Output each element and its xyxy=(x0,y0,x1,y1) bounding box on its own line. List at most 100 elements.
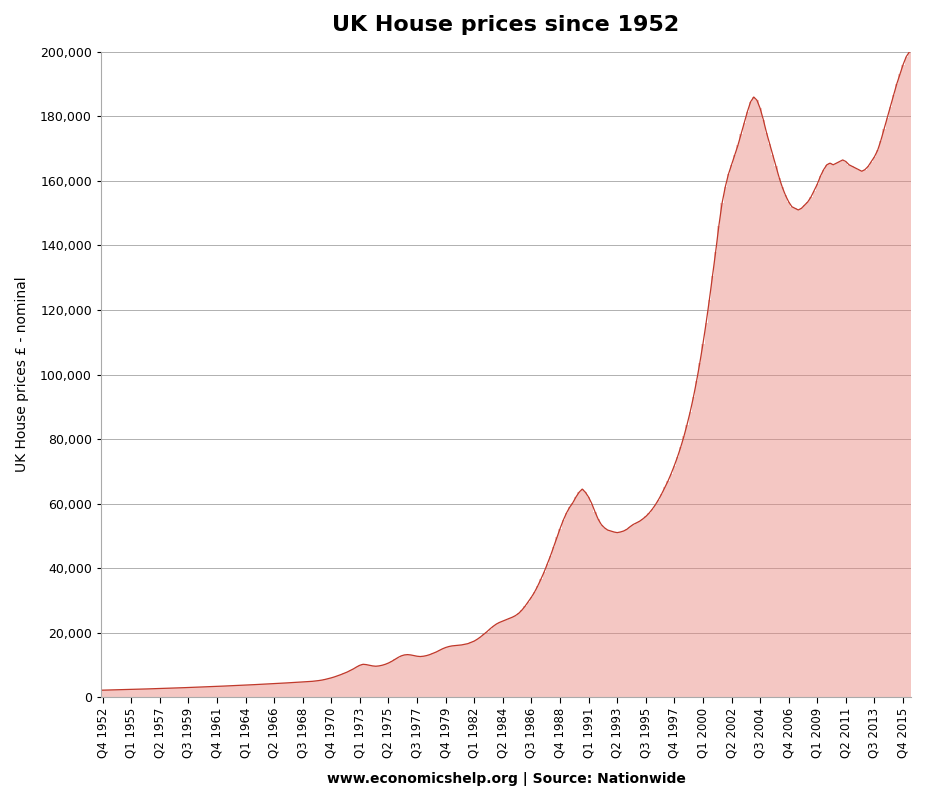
Bar xyxy=(171,688,174,697)
Bar xyxy=(463,644,467,697)
Bar xyxy=(374,666,378,697)
Bar xyxy=(282,683,285,697)
Bar xyxy=(105,690,107,697)
Bar xyxy=(177,688,181,697)
Bar xyxy=(733,155,736,697)
Bar xyxy=(549,556,552,697)
Bar xyxy=(774,167,778,697)
Bar xyxy=(561,521,565,697)
Bar xyxy=(327,678,330,697)
Bar xyxy=(209,686,212,697)
Bar xyxy=(876,151,879,697)
Bar xyxy=(149,689,152,697)
Bar xyxy=(352,669,356,697)
Bar xyxy=(438,650,441,697)
Bar xyxy=(234,686,238,697)
Bar xyxy=(638,521,641,697)
Bar xyxy=(571,503,574,697)
Bar xyxy=(482,634,485,697)
Bar xyxy=(339,674,343,697)
Bar xyxy=(307,682,310,697)
Bar xyxy=(194,687,196,697)
Bar xyxy=(136,689,139,697)
Bar xyxy=(590,504,594,697)
Bar xyxy=(219,686,221,697)
Bar xyxy=(845,162,847,697)
Bar xyxy=(489,629,492,697)
Bar xyxy=(155,689,158,697)
Bar xyxy=(123,690,127,697)
Bar xyxy=(343,674,345,697)
Bar xyxy=(851,167,854,697)
Bar xyxy=(225,686,228,697)
Bar xyxy=(403,655,406,697)
Bar xyxy=(565,513,568,697)
Bar xyxy=(460,645,463,697)
Bar xyxy=(660,494,663,697)
Bar xyxy=(606,530,609,697)
Bar xyxy=(260,684,263,697)
Bar xyxy=(336,676,339,697)
Bar xyxy=(603,528,606,697)
Bar xyxy=(244,685,247,697)
Bar xyxy=(778,178,781,697)
Bar xyxy=(749,102,752,697)
Bar xyxy=(673,465,676,697)
Bar xyxy=(882,129,885,697)
Bar xyxy=(536,586,539,697)
Bar xyxy=(594,512,596,697)
Bar xyxy=(511,617,514,697)
Bar xyxy=(832,165,834,697)
Bar xyxy=(323,679,327,697)
Bar xyxy=(790,207,794,697)
Bar xyxy=(629,527,632,697)
Bar xyxy=(196,687,199,697)
Bar xyxy=(203,687,206,697)
Bar xyxy=(879,140,882,697)
Bar xyxy=(101,690,105,697)
Bar xyxy=(221,686,225,697)
Bar xyxy=(612,532,616,697)
Bar xyxy=(400,656,403,697)
Bar xyxy=(381,666,383,697)
Bar xyxy=(206,686,209,697)
Bar xyxy=(682,437,685,697)
Bar xyxy=(432,654,434,697)
Bar xyxy=(332,677,336,697)
Bar xyxy=(479,637,482,697)
Bar xyxy=(520,610,523,697)
Bar xyxy=(829,163,832,697)
Bar xyxy=(505,620,507,697)
Bar xyxy=(492,626,494,697)
Bar xyxy=(216,686,219,697)
Bar xyxy=(330,678,332,697)
Bar xyxy=(816,184,819,697)
Bar xyxy=(168,688,171,697)
Bar xyxy=(132,690,136,697)
Bar xyxy=(254,685,257,697)
Bar xyxy=(263,684,266,697)
Bar xyxy=(349,670,352,697)
Bar xyxy=(447,646,450,697)
Bar xyxy=(269,684,272,697)
Bar xyxy=(190,687,194,697)
Bar xyxy=(250,685,254,697)
Bar xyxy=(714,252,718,697)
Bar xyxy=(800,208,803,697)
Bar xyxy=(117,690,120,697)
Bar xyxy=(276,683,279,697)
Bar xyxy=(441,649,444,697)
Bar xyxy=(530,598,533,697)
Bar xyxy=(143,689,145,697)
Bar xyxy=(272,683,276,697)
Bar xyxy=(314,681,317,697)
Bar xyxy=(539,579,543,697)
Bar xyxy=(745,111,749,697)
Bar xyxy=(654,505,657,697)
Bar xyxy=(819,176,822,697)
Bar xyxy=(412,655,416,697)
Bar xyxy=(825,165,829,697)
Bar xyxy=(145,689,149,697)
Bar xyxy=(771,155,774,697)
Bar xyxy=(212,686,216,697)
